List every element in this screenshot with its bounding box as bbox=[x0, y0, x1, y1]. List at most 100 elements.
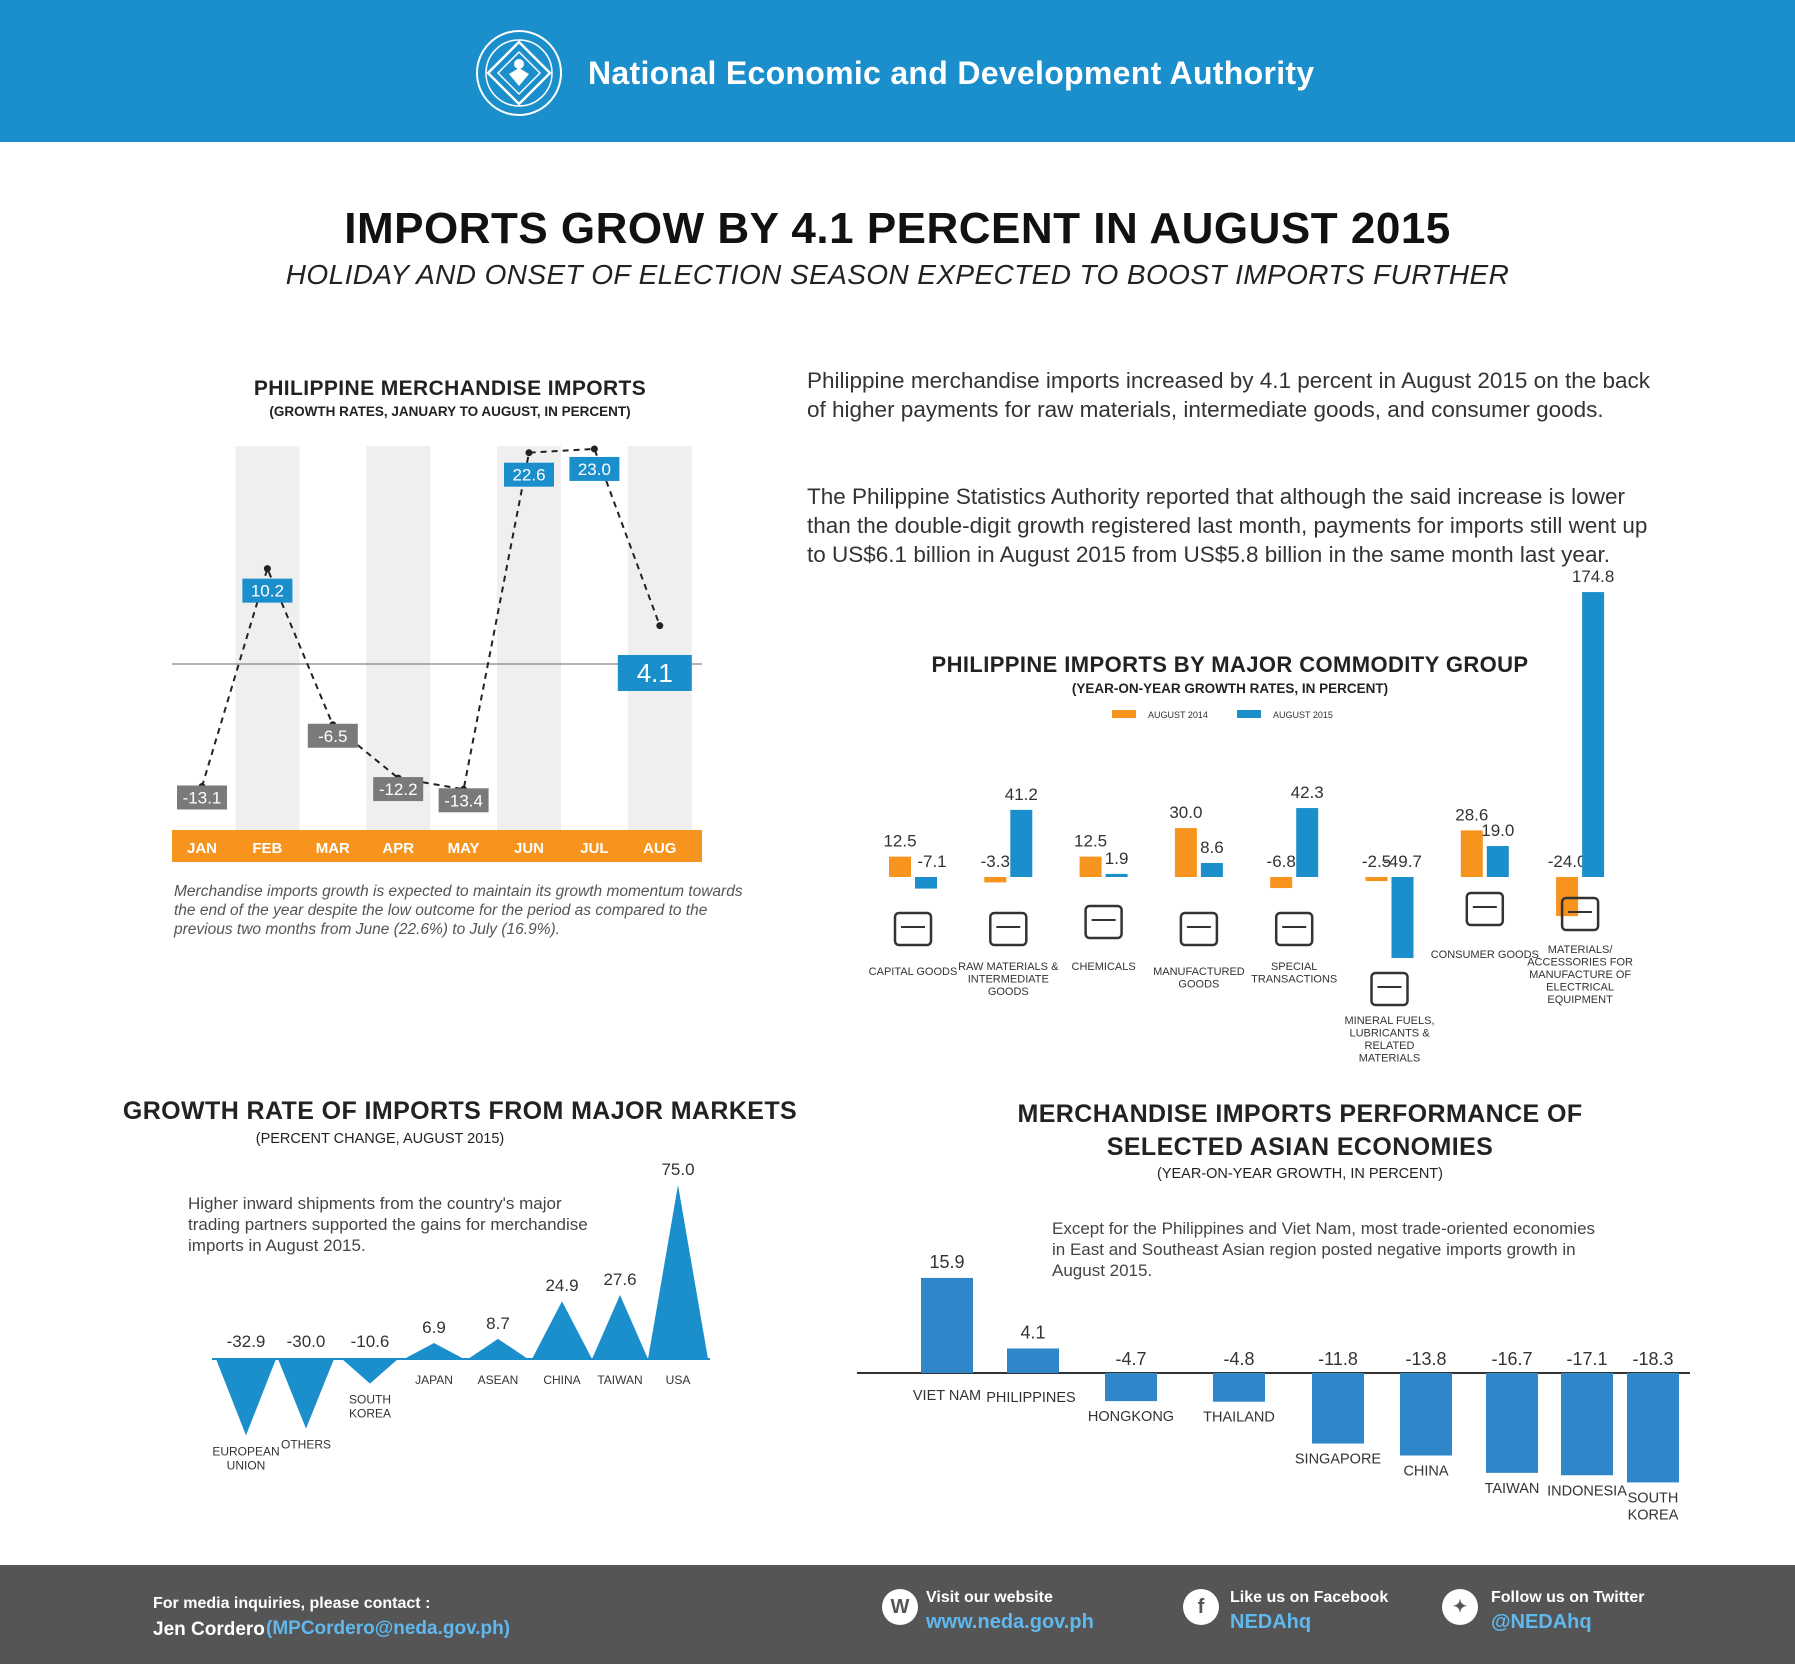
chart1-x-tick-label: JAN bbox=[187, 840, 217, 857]
contact-email-link[interactable]: (MPCordero@neda.gov.ph) bbox=[266, 1618, 511, 1639]
chart3-data-label: 75.0 bbox=[661, 1160, 694, 1179]
website-icon: W bbox=[882, 1589, 918, 1625]
chart1-data-label-box bbox=[617, 655, 692, 691]
chart2-bar bbox=[1174, 828, 1197, 877]
chart4-category-label: SINGAPORE bbox=[1295, 1452, 1382, 1468]
chart1-data-label-box bbox=[504, 462, 554, 487]
chart2-legend-swatch bbox=[1112, 710, 1136, 718]
chart4-data-label: -17.1 bbox=[1566, 1349, 1607, 1369]
chart2-bar bbox=[984, 877, 1007, 883]
media-label: For media inquiries, please contact : bbox=[153, 1595, 431, 1612]
chart1-data-label-box bbox=[177, 785, 227, 810]
chart2-category-label: SPECIAL TRANSACTIONS bbox=[1251, 961, 1337, 986]
chart3-data-label: 6.9 bbox=[422, 1318, 446, 1337]
card-icon bbox=[1274, 911, 1314, 947]
chart4-category-label: HONGKONG bbox=[1088, 1409, 1174, 1425]
circuit-board-icon bbox=[1560, 896, 1600, 932]
facebook-label: Like us on Facebook bbox=[1230, 1589, 1389, 1606]
chart2-data-label: -2.5 bbox=[1362, 852, 1391, 871]
chart4-data-label: -4.8 bbox=[1223, 1349, 1254, 1369]
organization-name: National Economic and Development Author… bbox=[588, 55, 1315, 91]
chart4-subtitle: (YEAR-ON-YEAR GROWTH, IN PERCENT) bbox=[1157, 1166, 1443, 1182]
chart3-category-label: ASEAN bbox=[478, 1373, 519, 1387]
chart2-data-label: 1.9 bbox=[1105, 849, 1129, 868]
chart1-x-tick-label: JUN bbox=[514, 840, 544, 857]
chart3-category-label: OTHERS bbox=[281, 1438, 331, 1452]
twitter-label: Follow us on Twitter bbox=[1491, 1589, 1645, 1606]
twitter-link[interactable]: @NEDAhq bbox=[1491, 1611, 1592, 1633]
website-label: Visit our website bbox=[926, 1589, 1053, 1606]
website-link[interactable]: www.neda.gov.ph bbox=[926, 1611, 1094, 1633]
chart1-data-label-box bbox=[438, 788, 489, 813]
raw-materials-icon bbox=[989, 911, 1028, 947]
chart3-category-label: EUROPEAN UNION bbox=[212, 1444, 279, 1472]
chart2-data-label: 30.0 bbox=[1169, 803, 1202, 822]
chart1-data-label: -6.5 bbox=[318, 727, 347, 746]
chart3-triangle bbox=[532, 1301, 592, 1359]
chart1-shade-column bbox=[235, 446, 300, 830]
footer-bar: For media inquiries, please contact : Je… bbox=[0, 1565, 1795, 1664]
chart2-category-label: CAPITAL GOODS bbox=[869, 966, 958, 978]
chart1-shade-column bbox=[366, 446, 431, 830]
chart4-category-label: TAIWAN bbox=[1485, 1481, 1540, 1497]
chart2-bar bbox=[1105, 873, 1128, 877]
fuel-pump-icon bbox=[1370, 971, 1409, 1007]
chart1-data-label: 10.2 bbox=[251, 582, 284, 601]
chart1-note: Merchandise imports growth is expected t… bbox=[174, 883, 743, 938]
chart2-bar bbox=[1296, 808, 1319, 877]
chart1-x-tick-label: MAR bbox=[316, 840, 350, 857]
chart4-data-label: 15.9 bbox=[929, 1252, 964, 1272]
chart1-data-label: -13.1 bbox=[183, 788, 222, 807]
chart2-bar bbox=[1200, 862, 1223, 877]
coins-icon bbox=[893, 911, 933, 947]
chart1-shade-column bbox=[497, 446, 561, 830]
chart4-category-label: CHINA bbox=[1403, 1464, 1448, 1480]
chart1-x-tick-label: JUL bbox=[580, 840, 608, 857]
chart2-category-label: CHEMICALS bbox=[1072, 961, 1136, 973]
chart3-triangle bbox=[468, 1338, 528, 1359]
chart4-category-label: VIET NAM bbox=[913, 1388, 981, 1404]
chart2-category-label: CONSUMER GOODS bbox=[1431, 949, 1539, 961]
consumer-goods-icon bbox=[1465, 891, 1505, 927]
chart2-data-label: 8.6 bbox=[1200, 838, 1224, 857]
chart4-data-label: -18.3 bbox=[1632, 1349, 1673, 1369]
chart3-data-label: 8.7 bbox=[486, 1314, 510, 1333]
chart2-data-label: 28.6 bbox=[1455, 805, 1488, 824]
chart1-data-label: -12.2 bbox=[379, 780, 418, 799]
chart2-data-label: 174.8 bbox=[1572, 567, 1615, 586]
chart1-data-label: -13.4 bbox=[444, 791, 483, 810]
chart4-bar bbox=[1213, 1373, 1265, 1402]
chart2-data-label: 12.5 bbox=[883, 832, 916, 851]
chart1-data-point bbox=[263, 565, 271, 573]
chart1-data-label: 4.1 bbox=[637, 658, 673, 688]
chart1-data-label-box bbox=[569, 456, 620, 481]
chart1-x-tick-label: MAY bbox=[448, 840, 480, 857]
intro-paragraph-1: Philippine merchandise imports increased… bbox=[807, 368, 1651, 422]
chart2-data-label: -6.8 bbox=[1267, 852, 1296, 871]
chart3-triangle bbox=[404, 1342, 464, 1359]
chart3-title: GROWTH RATE OF IMPORTS FROM MAJOR MARKET… bbox=[122, 1097, 798, 1125]
chart4-category-label: INDONESIA bbox=[1547, 1483, 1627, 1499]
chart1-category-bar bbox=[172, 830, 702, 862]
facebook-link[interactable]: NEDAhq bbox=[1230, 1611, 1312, 1633]
chart4-category-label: THAILAND bbox=[1203, 1410, 1275, 1426]
chart1-data-point bbox=[525, 449, 533, 457]
chart3-category-label: JAPAN bbox=[415, 1373, 453, 1387]
chart4-category-label: PHILIPPINES bbox=[986, 1390, 1075, 1406]
chart4-title: MERCHANDISE IMPORTS PERFORMANCE OF SELEC… bbox=[1017, 1100, 1583, 1161]
chart2-data-label: 19.0 bbox=[1481, 821, 1514, 840]
page-subtitle: HOLIDAY AND ONSET OF ELECTION SEASON EXP… bbox=[285, 259, 1510, 290]
chart2-bar bbox=[1391, 877, 1414, 959]
chart2-bar bbox=[1582, 592, 1605, 877]
chart2-data-label: 42.3 bbox=[1291, 783, 1324, 802]
chart4-bar bbox=[1486, 1373, 1538, 1473]
chart2-data-label: -3.3 bbox=[981, 852, 1010, 871]
chart4-data-label: -11.8 bbox=[1318, 1349, 1358, 1369]
chart3-data-label: -32.9 bbox=[227, 1332, 266, 1351]
chart2-category-label: MATERIALS/ACCESSORIES FOR MANUFACTURE OF E… bbox=[1527, 944, 1633, 1006]
chart4-data-label: 4.1 bbox=[1020, 1322, 1045, 1342]
chart2-bar bbox=[889, 856, 911, 877]
chart2-data-label: -24.0 bbox=[1548, 852, 1587, 871]
chart2-data-label: -7.1 bbox=[917, 852, 946, 871]
